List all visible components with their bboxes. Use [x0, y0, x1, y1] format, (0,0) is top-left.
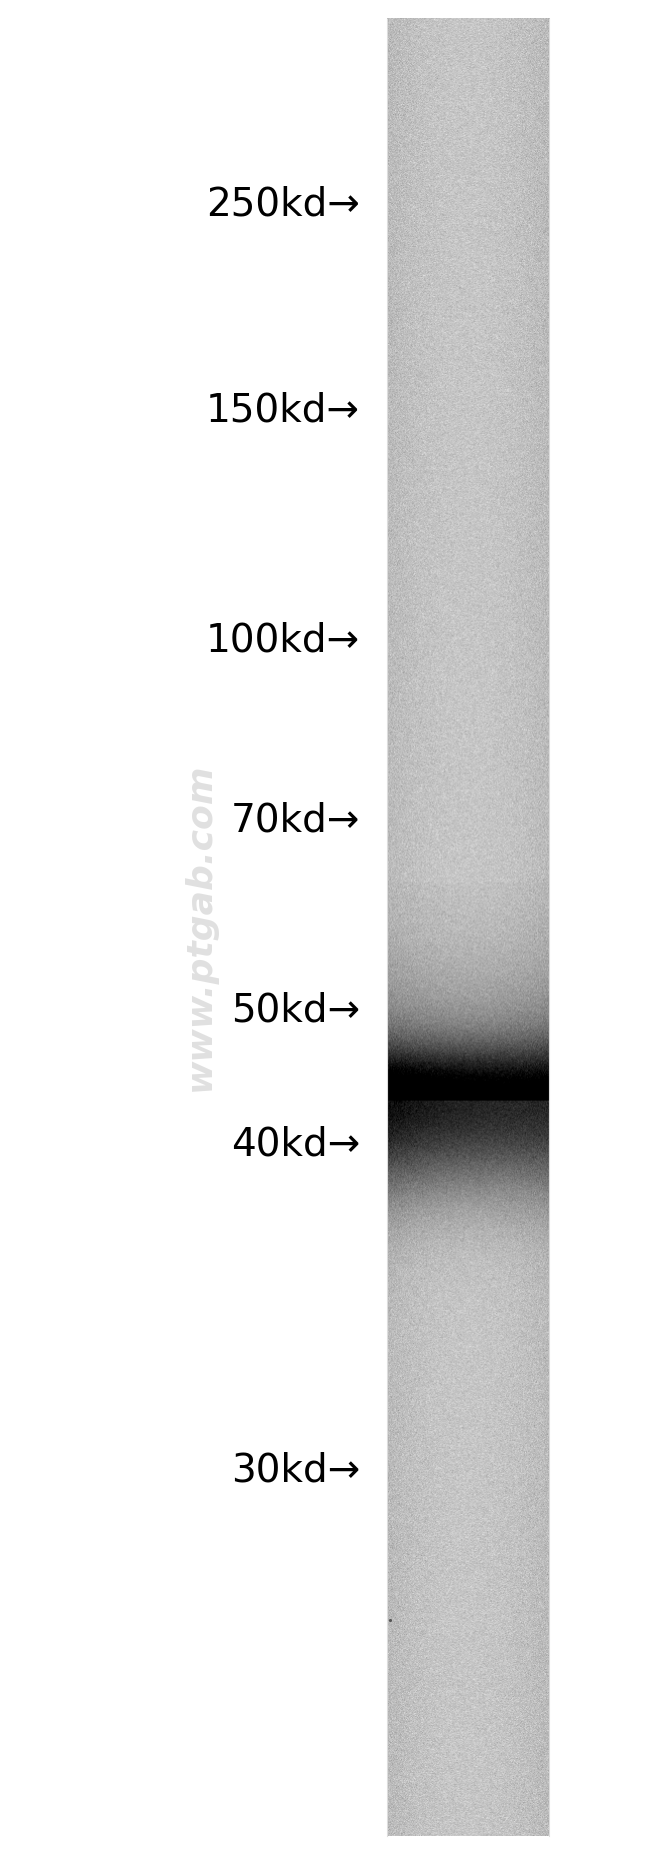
Text: 70kd→: 70kd→ — [231, 801, 360, 838]
Text: www.ptgab.com: www.ptgab.com — [183, 762, 217, 1091]
Text: 50kd→: 50kd→ — [231, 991, 360, 1030]
Text: 40kd→: 40kd→ — [231, 1126, 360, 1163]
Text: 30kd→: 30kd→ — [231, 1451, 360, 1490]
Text: 150kd→: 150kd→ — [206, 391, 360, 429]
Text: 100kd→: 100kd→ — [206, 621, 360, 659]
Text: 250kd→: 250kd→ — [206, 186, 360, 224]
